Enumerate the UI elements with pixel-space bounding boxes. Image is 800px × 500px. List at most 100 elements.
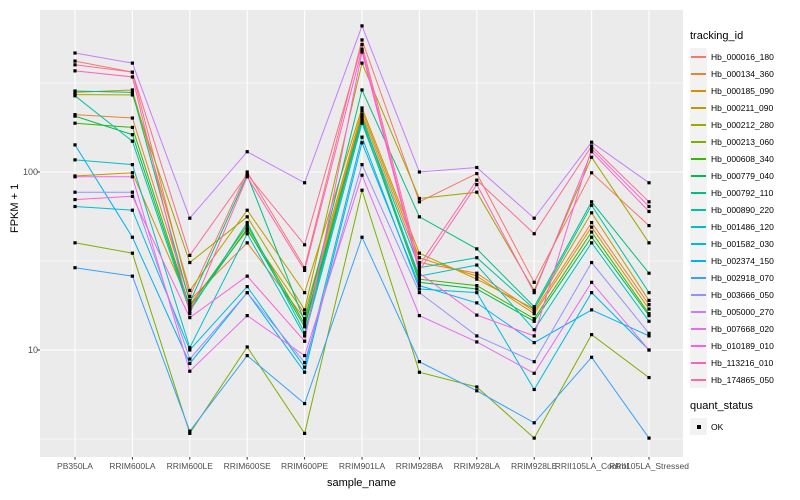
data-point <box>532 232 536 236</box>
data-point <box>245 208 249 212</box>
data-point <box>130 194 134 198</box>
data-point <box>73 190 77 194</box>
legend-entry: Hb_010189_010 <box>690 337 798 354</box>
data-point <box>417 280 421 284</box>
legend-key-swatch <box>690 371 707 388</box>
legend-line-icon <box>691 293 706 296</box>
data-point <box>475 171 479 176</box>
data-point <box>245 285 249 289</box>
x-tick-label: RRII105LA_Control <box>554 461 629 471</box>
legend-key-swatch <box>690 252 707 269</box>
legend-key-swatch <box>690 82 707 99</box>
data-point <box>647 181 651 185</box>
legend-key-swatch <box>690 184 707 201</box>
data-point <box>475 190 479 194</box>
legend-entry-label: Hb_174865_050 <box>711 374 774 385</box>
data-point <box>475 389 479 393</box>
data-point <box>360 163 364 167</box>
x-axis-title: sample_name <box>326 477 397 489</box>
legend-entry: Hb_005000_270 <box>690 303 798 320</box>
data-point <box>188 302 192 307</box>
legend: tracking_id Hb_000016_180 Hb_000134_360 Hb… <box>690 30 798 435</box>
data-point <box>245 215 249 219</box>
x-tick-label: RRIM928BA <box>395 461 444 471</box>
data-point <box>417 196 421 201</box>
legend-key-swatch <box>690 354 707 371</box>
legend-entry: Hb_000185_090 <box>690 82 798 99</box>
data-point <box>245 220 249 225</box>
data-point <box>73 204 77 209</box>
data-point <box>73 63 77 67</box>
legend-entry: Hb_113216_010 <box>690 354 798 371</box>
data-point <box>130 274 134 278</box>
data-point <box>532 334 536 338</box>
data-point <box>73 114 77 118</box>
legend-entry: Hb_002374_150 <box>690 252 798 269</box>
y-tick-label-100: 100 <box>22 167 38 177</box>
legend-entry: Hb_001486_120 <box>690 218 798 235</box>
data-point <box>417 287 421 291</box>
data-point <box>360 114 364 119</box>
data-point <box>303 319 307 323</box>
data-point <box>188 298 192 302</box>
data-point <box>245 227 249 231</box>
data-point <box>590 230 594 234</box>
data-point <box>590 291 594 295</box>
data-point <box>475 340 479 344</box>
data-point <box>130 88 134 92</box>
data-point <box>130 251 134 255</box>
legend-entry-label: Hb_002918_070 <box>711 272 774 283</box>
data-point <box>532 436 536 440</box>
data-point <box>73 94 77 98</box>
data-point <box>590 235 594 239</box>
data-point <box>417 284 421 288</box>
data-point <box>188 431 192 435</box>
data-point <box>532 319 536 323</box>
data-point <box>303 312 307 316</box>
legend-key-swatch <box>690 133 707 150</box>
legend-entry-label: Hb_113216_010 <box>711 357 774 368</box>
legend-line-icon <box>691 123 706 126</box>
data-point <box>532 280 536 284</box>
legend-entry-label: Hb_000016_180 <box>711 51 774 62</box>
data-point <box>417 170 421 174</box>
legend-line-icon <box>691 89 706 92</box>
data-point <box>360 42 364 47</box>
data-point <box>590 155 594 159</box>
data-point <box>647 314 651 318</box>
data-point <box>647 223 651 228</box>
legend-entry-label: Hb_000211_090 <box>711 102 774 113</box>
data-point <box>532 360 536 364</box>
data-point <box>303 401 307 406</box>
data-point <box>590 211 594 215</box>
data-point <box>417 266 421 270</box>
legend-entry-label: Hb_010189_010 <box>711 340 774 351</box>
data-point <box>417 260 421 265</box>
data-point <box>73 51 77 55</box>
data-point <box>303 431 307 435</box>
data-point <box>532 312 536 316</box>
legend-line-icon <box>691 225 706 228</box>
data-point <box>73 197 77 202</box>
data-point <box>590 280 594 284</box>
data-point <box>590 171 594 175</box>
legend-line-icon <box>691 140 706 143</box>
data-point <box>245 241 249 245</box>
data-point <box>188 346 192 350</box>
data-point <box>475 182 479 187</box>
data-point <box>417 271 421 275</box>
data-point <box>475 313 479 317</box>
data-point <box>130 70 134 74</box>
data-point <box>245 291 249 295</box>
data-point <box>130 133 134 137</box>
black-square-marker-icon <box>696 424 701 429</box>
data-point <box>475 287 479 291</box>
data-point <box>130 163 134 167</box>
data-point <box>417 268 421 273</box>
legend-entry-label: Hb_001486_120 <box>711 221 774 232</box>
legend-entry-label: Hb_000779_040 <box>711 170 774 181</box>
legend-entry: Hb_000608_340 <box>690 150 798 167</box>
legend-line-icon <box>691 242 706 245</box>
data-point <box>590 308 594 312</box>
